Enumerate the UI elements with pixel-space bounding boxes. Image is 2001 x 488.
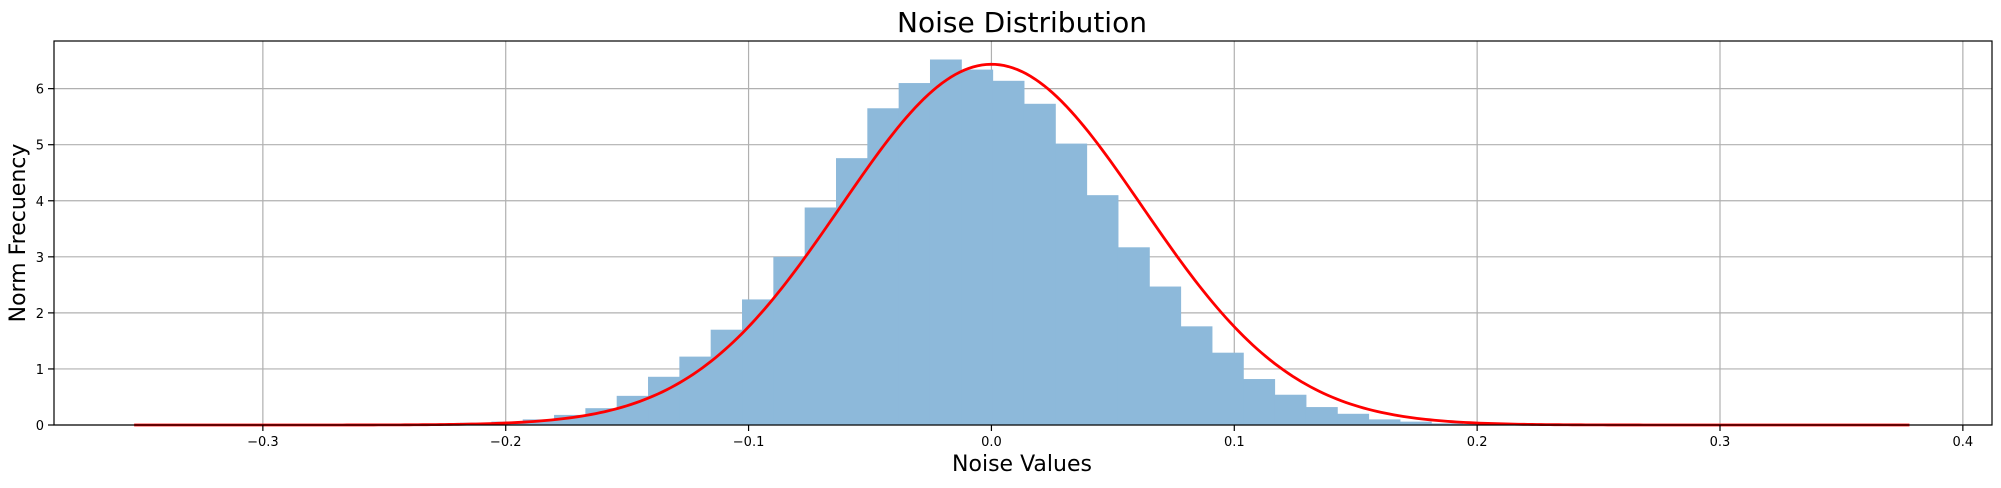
histogram-bar (992, 80, 1025, 426)
x-axis-label: Noise Values (952, 452, 1092, 477)
histogram-bar (1337, 413, 1370, 425)
x-tick-label: −0.3 (247, 435, 279, 450)
x-tick-label: 0.4 (1953, 435, 1974, 450)
histogram-bar (742, 299, 774, 425)
y-axis-label: Norm Frecuency (6, 144, 31, 323)
x-tick-label: −0.1 (733, 435, 765, 450)
histogram-bar (1055, 143, 1088, 426)
histogram-bar (773, 256, 806, 425)
histogram-bar (1211, 352, 1244, 425)
histogram-bar (554, 414, 586, 425)
histogram-bar (929, 59, 962, 426)
x-tick-label: 0.3 (1710, 435, 1731, 450)
y-tick-label: 2 (36, 307, 44, 322)
histogram-bar (1023, 103, 1056, 425)
y-tick-label: 4 (36, 195, 44, 210)
histogram-bar (1274, 394, 1307, 425)
histogram-bars (366, 59, 1526, 426)
histogram-bar (961, 69, 994, 425)
plot-frame (53, 40, 1993, 426)
x-tick-label: 0.0 (981, 435, 1002, 450)
histogram-bar (867, 108, 900, 425)
histogram-bar (1149, 286, 1182, 425)
histogram-bar (1431, 423, 1464, 425)
chart-title: Noise Distribution (897, 6, 1147, 39)
histogram-bar (679, 356, 712, 425)
histogram-bar (1243, 379, 1276, 425)
histogram-bar (804, 207, 837, 425)
x-tick-label: 0.1 (1224, 435, 1245, 450)
ticks: −0.3 −0.2 −0.1 0.0 0.1 0.2 0.3 0.4 0 1 2 3 4 5 6 (36, 83, 1973, 450)
histogram-bar (1399, 421, 1432, 425)
histogram-bar (836, 158, 868, 425)
y-tick-label: 6 (36, 83, 44, 98)
y-tick-label: 0 (36, 419, 44, 434)
histogram-bar (1086, 195, 1119, 425)
histogram-bar (1117, 247, 1150, 425)
histogram-bar (585, 408, 618, 425)
y-tick-label: 1 (36, 363, 44, 378)
histogram-bar (898, 83, 931, 425)
y-tick-label: 5 (36, 139, 44, 154)
histogram-bar (1180, 326, 1213, 425)
x-tick-label: 0.2 (1467, 435, 1488, 450)
x-tick-label: −0.2 (490, 435, 522, 450)
histogram-bar (1368, 419, 1401, 425)
y-tick-label: 3 (36, 251, 44, 266)
histogram-bar (1305, 407, 1338, 425)
histogram-bar (710, 329, 743, 425)
